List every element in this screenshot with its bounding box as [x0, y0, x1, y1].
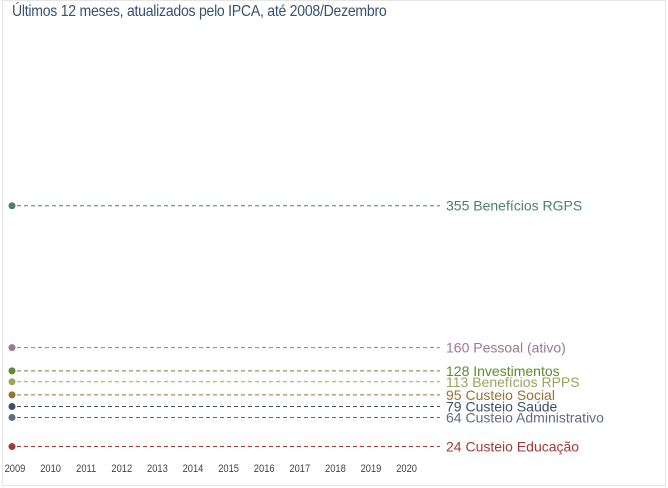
series-beneficios-rgps[interactable]: 355 Benefícios RGPS [8, 198, 583, 214]
chart-subtitle: Últimos 12 meses, atualizados pelo IPCA,… [12, 3, 387, 20]
data-point[interactable] [8, 367, 16, 375]
series-custeio-social[interactable]: 95 Custeio Social [8, 387, 555, 403]
series-custeio-saude[interactable]: 79 Custeio Saúde [8, 399, 558, 415]
x-tick-label: 2019 [361, 463, 382, 475]
series-custeio-educacao[interactable]: 24 Custeio Educação [8, 439, 580, 455]
x-tick-label: 2014 [183, 463, 204, 475]
series-custeio-administrativo[interactable]: 64 Custeio Administrativo [8, 409, 605, 425]
data-point[interactable] [8, 443, 16, 451]
data-point[interactable] [8, 344, 16, 352]
x-axis-ticks: 2009 2010 2011 2012 2013 2014 2015 2016 2017 2018… [5, 463, 418, 475]
x-tick-label: 2016 [254, 463, 275, 475]
x-tick-label: 2020 [396, 463, 417, 475]
series-end-label: 128 Investimentos [446, 363, 560, 379]
x-tick-label: 2009 [5, 463, 26, 475]
x-tick-label: 2012 [111, 463, 132, 475]
series-pessoal-ativo[interactable]: 160 Pessoal (ativo) [8, 340, 566, 356]
data-point[interactable] [8, 403, 16, 411]
series-end-label: 64 Custeio Administrativo [446, 409, 604, 425]
series-layer: 355 Benefícios RGPS 160 Pessoal (ativo) 12… [8, 198, 605, 455]
series-beneficios-rpps[interactable]: 113 Benefícios RPPS [8, 374, 580, 390]
series-end-label: 79 Custeio Saúde [446, 399, 558, 415]
series-end-label: 355 Benefícios RGPS [446, 198, 582, 214]
x-tick-label: 2017 [289, 463, 310, 475]
x-tick-label: 2015 [218, 463, 239, 475]
series-end-label: 113 Benefícios RPPS [446, 374, 580, 390]
data-point[interactable] [8, 413, 16, 421]
series-investimentos[interactable]: 128 Investimentos [8, 363, 560, 379]
data-point[interactable] [8, 391, 16, 399]
x-tick-label: 2013 [147, 463, 168, 475]
x-tick-label: 2010 [40, 463, 61, 475]
series-end-label: 24 Custeio Educação [446, 439, 579, 455]
x-tick-label: 2018 [325, 463, 346, 475]
series-end-label: 95 Custeio Social [446, 387, 555, 403]
data-point[interactable] [8, 378, 16, 386]
data-point[interactable] [8, 202, 16, 210]
series-end-label: 160 Pessoal (ativo) [446, 340, 566, 356]
x-tick-label: 2011 [76, 463, 96, 475]
